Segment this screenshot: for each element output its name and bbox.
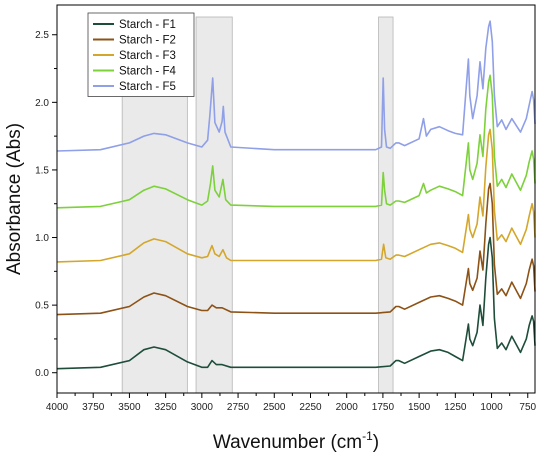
y-axis-title: Absorbance (Abs) — [4, 123, 25, 275]
x-axis-title-suffix: ) — [373, 432, 379, 453]
legend-label-f3: Starch - F3 — [119, 50, 176, 62]
series-line-f2 — [56, 182, 536, 316]
series-line-f4 — [56, 74, 536, 209]
x-tick-label: 750 — [519, 402, 536, 413]
legend-items: Starch - F1 Starch - F2 Starch - F3 Starch … — [93, 19, 176, 93]
y-tick-label: 2.0 — [35, 98, 49, 109]
x-tick-label: 2250 — [299, 402, 322, 413]
x-axis-title-main: Wavenumber (cm — [213, 432, 362, 453]
x-axis-title: Wavenumber (cm-1) — [213, 429, 379, 453]
y-tick-label: 0.0 — [35, 368, 49, 379]
y-tick-label: 1.0 — [35, 233, 49, 244]
x-tick-label: 3000 — [191, 402, 214, 413]
y-tick-label: 1.5 — [35, 165, 49, 176]
spectra-lines — [56, 20, 536, 370]
x-tick-label: 1250 — [444, 402, 467, 413]
y-tick-label: 2.5 — [35, 30, 49, 41]
x-tick-label: 4000 — [46, 402, 69, 413]
x-tick-label: 2750 — [227, 402, 250, 413]
legend-label-f5: Starch - F5 — [119, 81, 176, 93]
x-tick-label: 3750 — [82, 402, 105, 413]
legend-label-f1: Starch - F1 — [119, 19, 176, 31]
y-tick-label: 0.5 — [35, 301, 49, 312]
legend-label-f4: Starch - F4 — [119, 66, 176, 78]
x-tick-label: 1750 — [372, 402, 395, 413]
series-line-f1 — [56, 236, 536, 370]
plot-area-frame — [56, 4, 536, 394]
y-axis: 0.0 0.5 1.0 1.5 2.0 2.5 — [35, 30, 57, 379]
x-tick-label: 1000 — [480, 402, 503, 413]
legend: Starch - F1 Starch - F2 Starch - F3 Starch … — [87, 12, 195, 97]
series-line-f5 — [56, 20, 536, 152]
x-tick-label: 3500 — [118, 402, 141, 413]
x-tick-label: 3250 — [155, 402, 178, 413]
x-axis: 4000 3750 3500 3250 3000 2750 2500 2250 2000 1750… — [46, 393, 537, 413]
x-tick-label: 2500 — [263, 402, 286, 413]
legend-label-f2: Starch - F2 — [119, 35, 176, 47]
x-tick-label: 2000 — [336, 402, 359, 413]
x-tick-label: 1500 — [408, 402, 431, 413]
series-line-f3 — [56, 128, 536, 263]
x-axis-title-superscript: -1 — [362, 429, 373, 443]
